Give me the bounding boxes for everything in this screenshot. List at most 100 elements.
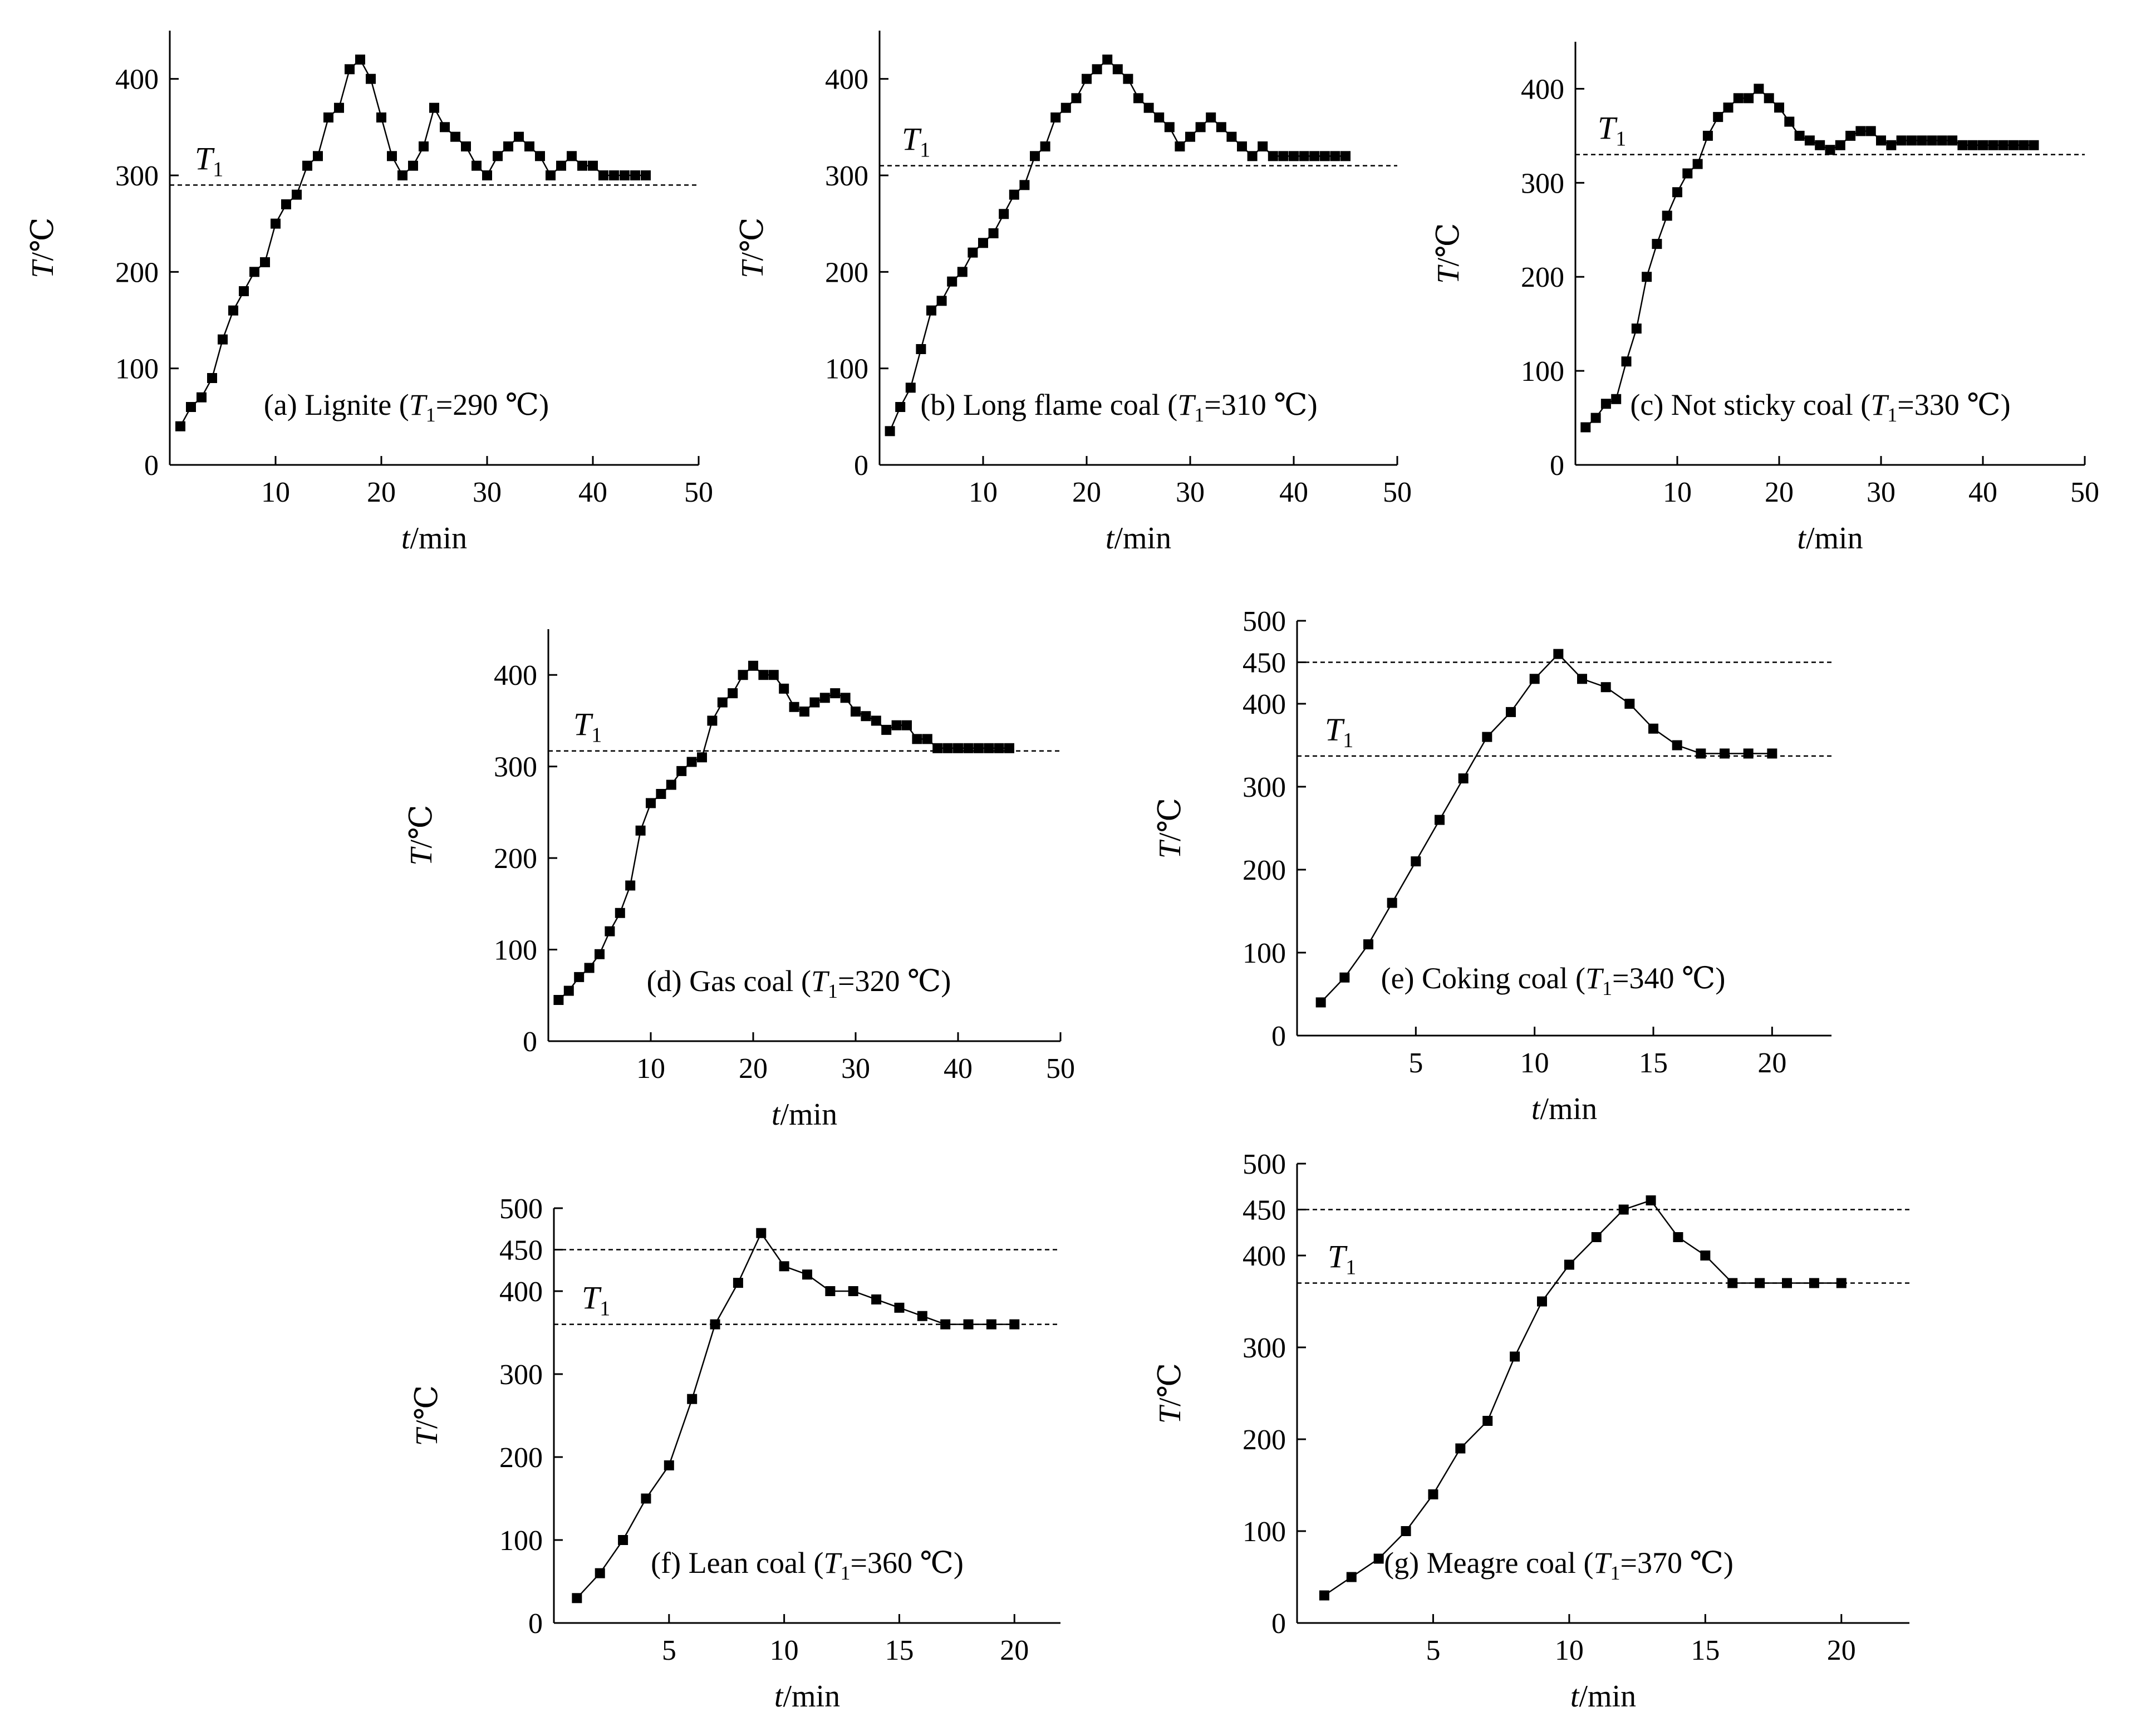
data-point <box>902 720 912 730</box>
data-point <box>620 170 630 180</box>
data-point <box>1185 131 1195 142</box>
data-point <box>313 151 323 161</box>
data-point <box>1009 1319 1020 1330</box>
x-tick-label: 40 <box>1279 477 1308 508</box>
x-axis-label: t/min <box>1531 1092 1597 1126</box>
data-point <box>1258 141 1268 151</box>
chart-panel-d: 10 20 30 40 50 0 100 200 300 400 t/min T/℃ T1 (d) Gas… <box>404 629 1075 1132</box>
data-point <box>809 697 820 708</box>
t1-label: T1 <box>573 707 602 747</box>
data-point <box>1112 64 1123 75</box>
data-point <box>1611 394 1622 404</box>
t1-label: T1 <box>1598 110 1626 151</box>
data-point <box>1988 140 1998 150</box>
data-point <box>1373 1553 1384 1564</box>
data-point <box>2008 140 2019 150</box>
data-point <box>871 715 881 726</box>
data-point <box>916 344 926 354</box>
data-point <box>1009 189 1019 200</box>
data-point <box>1967 140 1978 150</box>
data-point <box>1553 649 1564 659</box>
data-point <box>1631 323 1642 334</box>
data-point <box>260 257 270 267</box>
series-line <box>558 665 1009 1001</box>
data-point <box>1815 140 1825 150</box>
data-point <box>912 734 922 744</box>
y-axis-label: T/℃ <box>1153 798 1187 859</box>
y-axis-label: T/℃ <box>404 805 439 865</box>
data-point <box>926 305 936 316</box>
data-point <box>1482 1416 1493 1426</box>
y-tick-label: 0 <box>1550 450 1564 482</box>
y-tick-label: 0 <box>523 1026 537 1058</box>
chart-panel-g: 5 10 15 200100200300400450500t/minT/℃T1(g) … <box>1153 1149 1909 1714</box>
data-point <box>917 1311 927 1321</box>
y-tick-label: 0 <box>1271 1021 1286 1052</box>
data-point <box>1855 126 1866 136</box>
y-tick-label: 400 <box>825 64 868 96</box>
x-tick-label: 10 <box>969 477 998 508</box>
y-tick-label: 500 <box>499 1193 543 1225</box>
data-point <box>697 752 707 763</box>
y-axis-label: T/℃ <box>1153 1363 1187 1424</box>
data-point <box>1040 141 1050 151</box>
data-point <box>524 141 534 151</box>
data-point <box>1672 740 1682 751</box>
data-point <box>1133 93 1143 104</box>
data-point <box>1340 151 1351 161</box>
data-point <box>1618 1204 1629 1215</box>
x-tick-label: 10 <box>636 1053 665 1085</box>
data-point <box>503 141 513 151</box>
data-point <box>885 426 895 437</box>
data-point <box>1825 145 1835 155</box>
data-point <box>666 779 676 790</box>
x-tick-label: 20 <box>367 477 396 508</box>
x-tick-label: 20 <box>1827 1635 1856 1666</box>
data-point <box>768 670 779 680</box>
x-tick-label: 5 <box>662 1635 676 1666</box>
y-axis-label: T/℃ <box>410 1385 444 1446</box>
x-tick-label: 50 <box>2070 477 2099 508</box>
data-point <box>577 160 587 171</box>
data-point <box>1662 210 1672 221</box>
data-point <box>942 743 953 753</box>
y-tick-label: 300 <box>494 752 537 783</box>
data-point <box>984 743 994 753</box>
y-tick-label: 100 <box>499 1525 543 1557</box>
data-point <box>429 102 439 113</box>
data-point <box>630 170 640 180</box>
data-point <box>1309 151 1320 161</box>
y-tick-label: 300 <box>1243 772 1286 803</box>
data-point <box>947 276 957 287</box>
data-point <box>605 926 615 936</box>
data-point <box>894 1302 905 1313</box>
data-point <box>1835 140 1845 150</box>
x-tick-label: 5 <box>1408 1047 1423 1079</box>
data-point <box>563 985 574 996</box>
data-point <box>707 715 718 726</box>
data-point <box>1937 135 1947 146</box>
y-tick-label: 300 <box>499 1359 543 1391</box>
data-point <box>1175 141 1185 151</box>
y-tick-label: 500 <box>1243 1149 1286 1180</box>
chart-panel-a: 10 20 30 40 50 0 100 200 300 400 t/min T/℃ T1 (a) Lig… <box>26 31 713 556</box>
data-point <box>625 880 636 891</box>
data-point <box>1927 135 1937 146</box>
data-point <box>1315 997 1326 1008</box>
data-point <box>940 1319 951 1330</box>
data-point <box>986 1319 996 1330</box>
data-point <box>595 1568 605 1578</box>
data-point <box>953 743 963 753</box>
x-axis-label: t/min <box>772 1097 837 1132</box>
data-point <box>994 743 1004 753</box>
data-point <box>779 683 789 694</box>
data-point <box>175 421 185 431</box>
data-point <box>963 743 974 753</box>
data-point <box>553 995 564 1005</box>
data-point <box>635 825 646 836</box>
data-point <box>922 734 932 744</box>
data-point <box>1004 743 1014 753</box>
y-tick-label: 400 <box>115 64 159 96</box>
data-point <box>1339 972 1350 983</box>
data-point <box>1754 84 1764 94</box>
